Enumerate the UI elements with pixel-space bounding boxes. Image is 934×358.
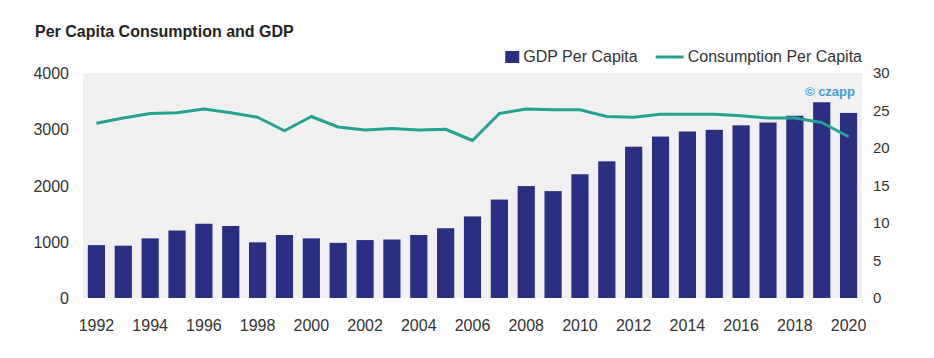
- x-tick-label: 2020: [831, 317, 867, 334]
- bar: [88, 245, 105, 298]
- bar: [303, 238, 320, 298]
- x-tick-label: 2018: [777, 317, 813, 334]
- legend-swatch: [656, 56, 684, 59]
- bar: [840, 113, 857, 298]
- bar: [437, 228, 454, 298]
- y2-tick-label: 15: [873, 177, 890, 194]
- bar: [276, 235, 293, 298]
- bar: [383, 240, 400, 299]
- x-tick-label: 1998: [240, 317, 276, 334]
- legend-label: Consumption Per Capita: [688, 48, 862, 65]
- bar: [813, 102, 830, 298]
- bar: [249, 242, 266, 298]
- annotation: © czapp: [805, 84, 855, 99]
- plot-area: [83, 73, 862, 298]
- x-tick-label: 1992: [79, 317, 115, 334]
- bar: [598, 161, 615, 298]
- bar: [356, 240, 373, 298]
- x-tick-label: 2006: [455, 317, 491, 334]
- bar: [142, 238, 159, 298]
- y-tick-label: 0: [60, 290, 69, 307]
- title: Per Capita Consumption and GDP: [35, 23, 294, 40]
- bar: [518, 186, 535, 298]
- y-tick-label: 1000: [33, 234, 69, 251]
- bar: [222, 226, 239, 298]
- bar: [544, 191, 561, 298]
- x-tick-label: 2014: [670, 317, 706, 334]
- y2-tick-label: 5: [873, 252, 881, 269]
- y2-tick-label: 20: [873, 139, 890, 156]
- line: [96, 109, 848, 141]
- bar: [491, 200, 508, 298]
- bar: [759, 123, 776, 299]
- bar: [786, 116, 803, 298]
- bar: [571, 174, 588, 298]
- legend-label: GDP Per Capita: [523, 48, 638, 65]
- bar: [706, 130, 723, 298]
- x-tick-label: 2012: [616, 317, 652, 334]
- y-tick-label: 2000: [33, 178, 69, 195]
- x-tick-label: 2008: [508, 317, 544, 334]
- x-tick-label: 2002: [347, 317, 383, 334]
- y2-tick-label: 30: [873, 64, 890, 81]
- bar: [733, 125, 750, 298]
- legend-swatch: [505, 51, 519, 63]
- x-tick-label: 2010: [562, 317, 598, 334]
- bar: [330, 243, 347, 298]
- x-tick-label: 2004: [401, 317, 437, 334]
- y-tick-label: 3000: [33, 121, 69, 138]
- x-tick-label: 2016: [723, 317, 759, 334]
- y2-tick-label: 25: [873, 102, 890, 119]
- bar: [115, 246, 132, 298]
- marks: [88, 102, 857, 298]
- bar: [464, 216, 481, 298]
- y2-tick-label: 10: [873, 214, 890, 231]
- bar: [410, 235, 427, 298]
- bar: [168, 231, 185, 299]
- x-tick-label: 2000: [294, 317, 330, 334]
- bar: [625, 147, 642, 298]
- bar: [652, 137, 669, 298]
- bar: [679, 132, 696, 299]
- x-tick-label: 1996: [186, 317, 222, 334]
- x-tick-label: 1994: [132, 317, 168, 334]
- y2-tick-label: 0: [873, 289, 881, 306]
- chart: Per Capita Consumption and GDP 0 1000 2000 3…: [0, 0, 934, 358]
- y-tick-label: 4000: [33, 65, 69, 82]
- bar: [195, 224, 212, 298]
